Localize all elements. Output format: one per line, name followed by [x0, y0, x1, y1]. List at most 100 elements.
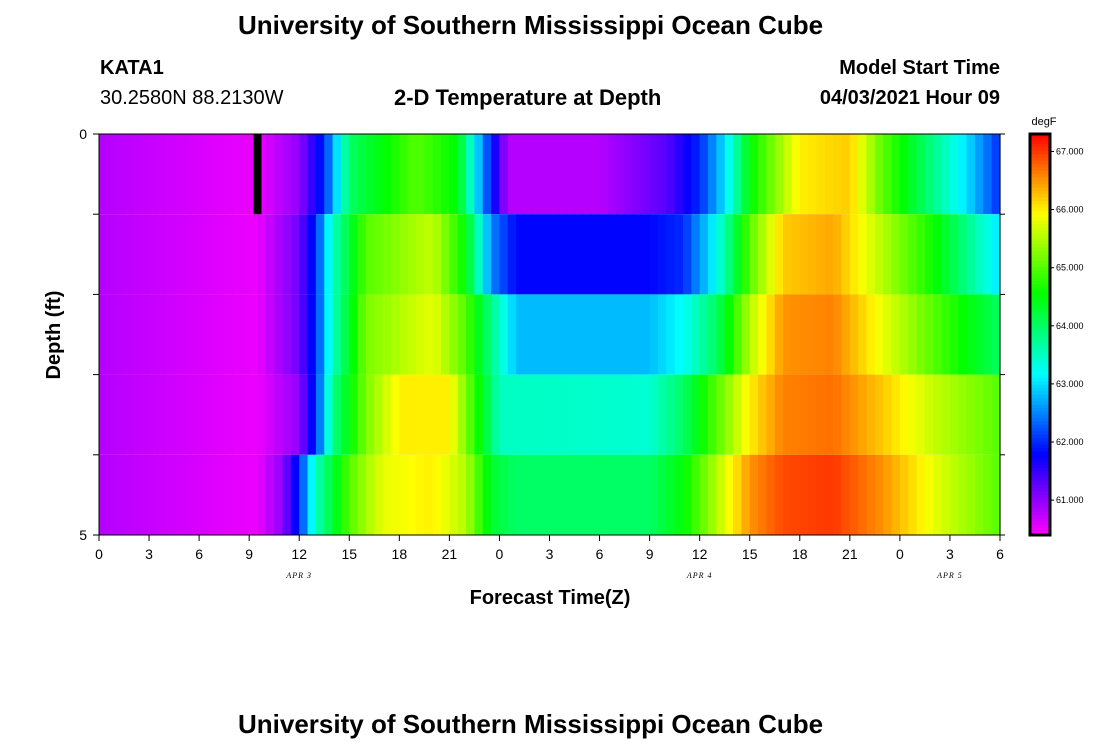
heatmap-cell	[716, 134, 726, 215]
colorbar-segment	[1030, 364, 1050, 369]
heatmap-cell	[674, 214, 684, 295]
heatmap-cell	[149, 374, 158, 455]
heatmap-cell	[724, 214, 734, 295]
colorbar-segment	[1030, 160, 1050, 165]
heatmap-cell	[774, 374, 784, 455]
heatmap-cell	[507, 134, 517, 215]
heatmap-cell	[532, 454, 542, 535]
heatmap-cell	[424, 214, 434, 295]
colorbar-segment	[1030, 247, 1050, 252]
heatmap-cell	[616, 374, 626, 455]
heatmap-cell	[332, 374, 342, 455]
heatmap-cell	[949, 294, 959, 375]
colorbar-segment	[1030, 367, 1050, 372]
heatmap-cell	[507, 214, 517, 295]
heatmap-cell	[657, 294, 667, 375]
heatmap-cell	[941, 454, 951, 535]
colorbar-segment	[1030, 381, 1050, 386]
heatmap-cell	[899, 294, 909, 375]
heatmap-cell	[299, 374, 309, 455]
heatmap-cell	[799, 374, 809, 455]
heatmap-cell	[649, 214, 659, 295]
heatmap-cell	[632, 134, 642, 215]
heatmap-cell	[666, 454, 676, 535]
heatmap-cell	[165, 374, 175, 455]
colorbar-tick-label: 65.000	[1056, 263, 1084, 273]
heatmap-cell	[407, 374, 417, 455]
heatmap-cell	[624, 294, 634, 375]
x-tick-label: 0	[896, 546, 904, 562]
colorbar-segment	[1030, 361, 1050, 366]
colorbar-segment	[1030, 311, 1050, 316]
colorbar-segment	[1030, 411, 1050, 416]
heatmap-cell	[215, 374, 225, 455]
heatmap-cell	[883, 214, 893, 295]
heatmap-cell	[482, 134, 492, 215]
colorbar-segment	[1030, 461, 1050, 466]
heatmap-cell	[240, 454, 250, 535]
colorbar-segment	[1030, 508, 1050, 513]
heatmap-cell	[833, 294, 843, 375]
heatmap-cell	[474, 134, 484, 215]
heatmap-cell	[524, 134, 534, 215]
colorbar-segment	[1030, 217, 1050, 222]
colorbar-segment	[1030, 167, 1050, 172]
heatmap-cell	[849, 374, 859, 455]
heatmap-cell	[140, 134, 150, 215]
heatmap-cell	[107, 294, 117, 375]
heatmap-cell	[841, 134, 851, 215]
colorbar-segment	[1030, 484, 1050, 489]
heatmap-cell	[632, 454, 642, 535]
heatmap-cell	[557, 374, 567, 455]
colorbar-segment	[1030, 257, 1050, 262]
heatmap-cell	[908, 374, 918, 455]
colorbar-segment	[1030, 438, 1050, 443]
heatmap-cell	[541, 214, 551, 295]
colorbar-segment	[1030, 511, 1050, 516]
heatmap-cell	[557, 454, 567, 535]
heatmap-cell	[432, 134, 442, 215]
heatmap-cell	[682, 454, 692, 535]
heatmap-cell	[215, 294, 225, 375]
date-label: APR 5	[936, 571, 963, 580]
heatmap-cell	[908, 294, 918, 375]
heatmap-cell	[941, 134, 951, 215]
heatmap-cell	[449, 374, 459, 455]
heatmap-cell	[315, 374, 325, 455]
colorbar-segment	[1030, 444, 1050, 449]
heatmap-cell	[307, 134, 317, 215]
heatmap-cell	[632, 374, 642, 455]
heatmap-cell	[149, 134, 158, 215]
heatmap-cell	[799, 454, 809, 535]
colorbar-segment	[1030, 424, 1050, 429]
colorbar-segment	[1030, 468, 1050, 473]
heatmap-cell	[457, 214, 467, 295]
heatmap-cell	[265, 294, 275, 375]
heatmap-cell	[599, 374, 609, 455]
colorbar-segment	[1030, 478, 1050, 483]
y-tick-label: 5	[79, 527, 87, 543]
heatmap-cell	[232, 374, 242, 455]
heatmap-cell	[357, 294, 367, 375]
colorbar-segment	[1030, 157, 1050, 162]
heatmap-cell	[441, 214, 450, 295]
heatmap-cell	[382, 134, 392, 215]
heatmap-cell	[182, 454, 192, 535]
colorbar-segment	[1030, 334, 1050, 339]
heatmap-cell	[524, 294, 534, 375]
colorbar-segment	[1030, 337, 1050, 342]
heatmap-cell	[708, 374, 717, 455]
colorbar-segment	[1030, 391, 1050, 396]
heatmap-cell	[382, 214, 392, 295]
heatmap-cell	[916, 134, 926, 215]
heatmap-cell	[808, 454, 818, 535]
heatmap-cell	[599, 214, 609, 295]
heatmap-cell	[924, 134, 934, 215]
heatmap-cell	[691, 454, 701, 535]
heatmap-cell	[858, 374, 868, 455]
heatmap-cell	[591, 374, 601, 455]
heatmap-cell	[691, 134, 701, 215]
heatmap-cell	[441, 454, 450, 535]
heatmap-cell	[883, 454, 893, 535]
date-label: APR 4	[686, 571, 713, 580]
